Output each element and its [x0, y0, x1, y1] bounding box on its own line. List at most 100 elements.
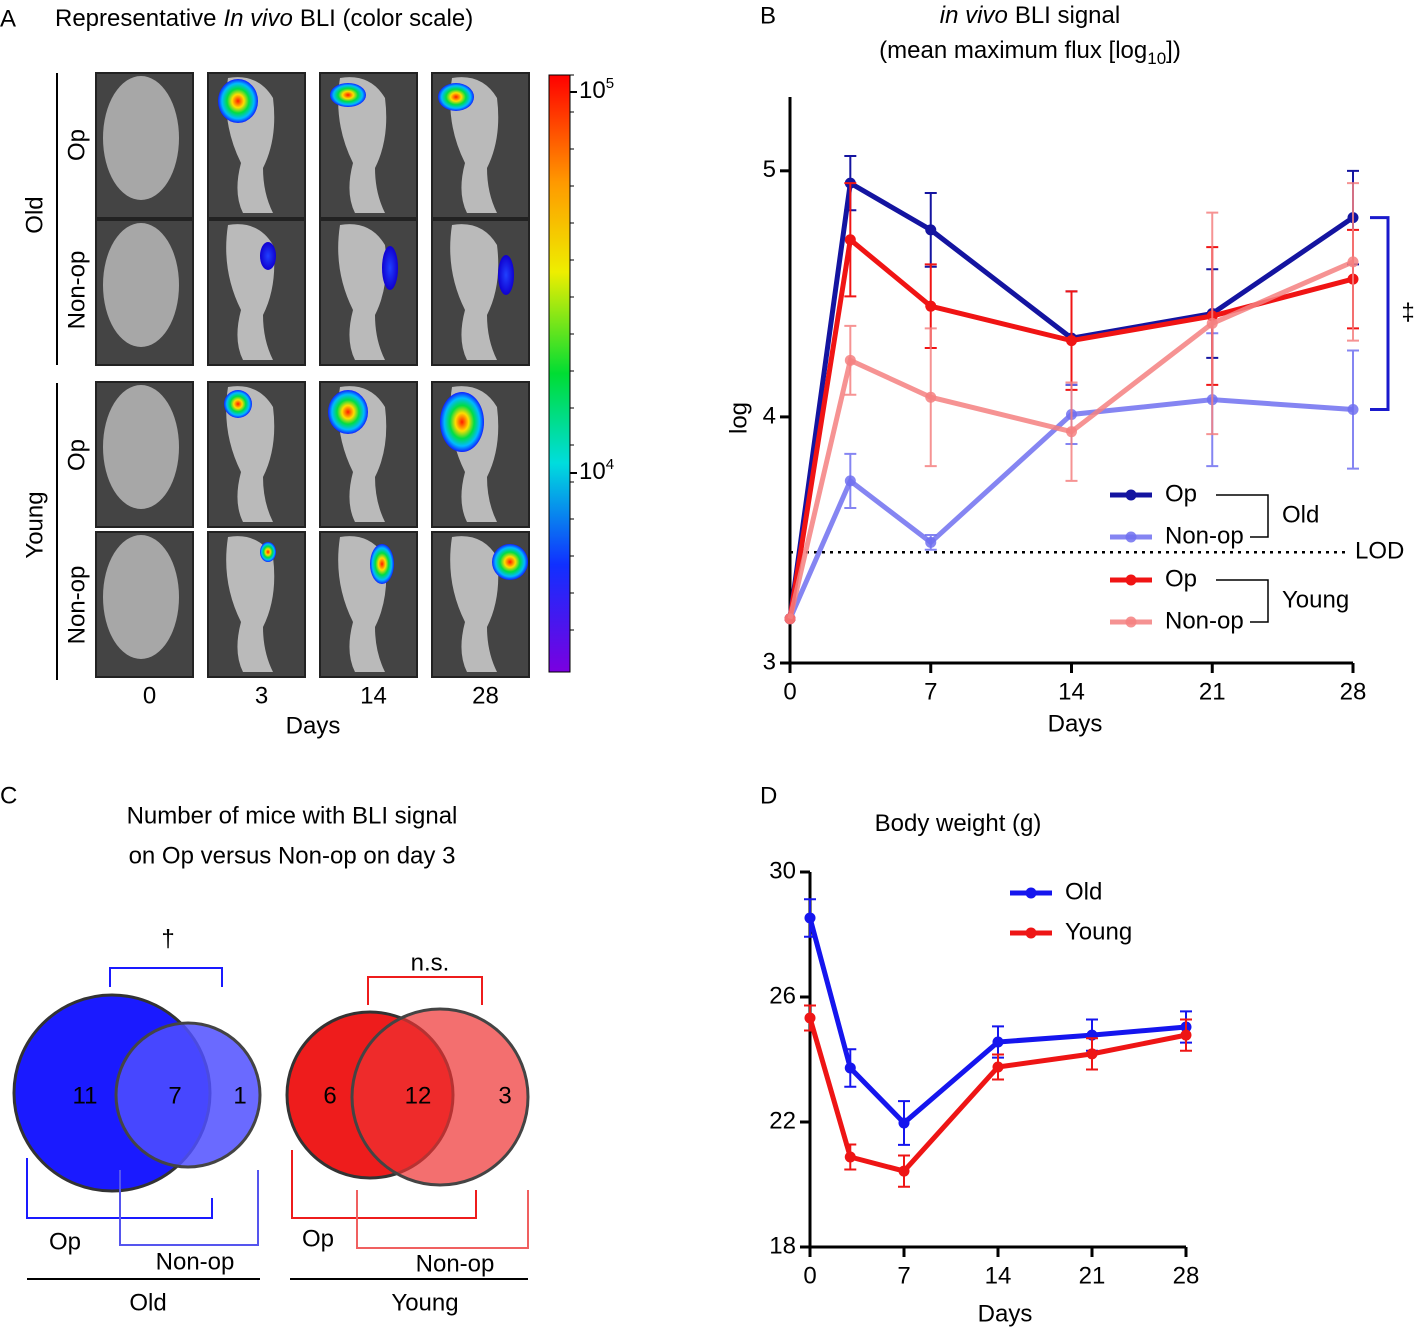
x-tick-label: 21 [1079, 1262, 1106, 1289]
title-part: BLI (color scale) [300, 5, 473, 32]
legend-bracket [1216, 579, 1269, 623]
non-op-label: Non-op [156, 1248, 235, 1275]
x-tick-label: 21 [1199, 678, 1226, 705]
x-tick-label: 7 [897, 1262, 910, 1289]
group-label: Young [391, 1289, 458, 1316]
panel-label: B [760, 2, 776, 29]
mouse [103, 76, 179, 200]
signal [328, 390, 368, 434]
mouse [450, 224, 499, 360]
data-point [784, 613, 796, 625]
y-axis-label: log [725, 402, 752, 434]
signal [260, 542, 276, 562]
column-label: 3 [255, 682, 268, 709]
row-label: Non-op [63, 251, 90, 330]
op-label: Op [49, 1228, 81, 1255]
tick-exponent: 4 [606, 456, 614, 473]
bracket [109, 967, 223, 987]
panel-title: on Op versus Non-op on day 3 [129, 842, 456, 869]
legend-marker [1125, 574, 1137, 586]
data-point [925, 300, 937, 312]
reference-label: LOD [1355, 538, 1404, 565]
series-line [807, 1017, 1187, 1174]
chart-title: Body weight (g) [875, 810, 1042, 837]
panel-label: D [760, 782, 777, 809]
signal [224, 390, 252, 418]
legend-group-label: Young [1282, 586, 1349, 613]
signal [260, 242, 276, 270]
series-line [807, 917, 1187, 1127]
signal [492, 544, 528, 580]
colorbar [548, 74, 571, 673]
data-point [1066, 335, 1077, 347]
data-point [1180, 1029, 1192, 1041]
mouse [226, 386, 275, 522]
signal [440, 392, 484, 452]
venn-count: 6 [323, 1082, 336, 1109]
group-label: Old [129, 1289, 166, 1316]
legend-label: Op [1165, 480, 1197, 507]
series-line [787, 179, 1355, 620]
x-tick-label: 0 [803, 1262, 816, 1289]
panel-title: Number of mice with BLI signal [127, 802, 458, 829]
x-tick-label: 0 [783, 678, 796, 705]
data-point [844, 475, 856, 487]
title-part: In vivo [223, 5, 292, 32]
x-tick-label: 28 [1173, 1262, 1200, 1289]
significance: n.s. [411, 949, 450, 976]
venn-count: 1 [233, 1082, 246, 1109]
mouse [338, 224, 387, 360]
data-point [925, 224, 937, 236]
data-point [992, 1061, 1004, 1073]
data-point [844, 1062, 856, 1074]
legend-label: Young [1065, 918, 1132, 945]
data-point [844, 354, 856, 366]
significance: ‡ [1401, 299, 1414, 326]
bracket [356, 1190, 529, 1249]
venn-non-op [114, 1021, 262, 1169]
x-axis-label: Days [286, 712, 341, 739]
signal [382, 246, 398, 290]
legend-marker [1025, 927, 1037, 939]
legend-group-label: Old [1282, 501, 1319, 528]
panel-title: Representative In vivo BLI (color scale) [55, 5, 473, 32]
column-label: 28 [472, 682, 499, 709]
data-point [1086, 1048, 1098, 1060]
y-tick-label: 18 [769, 1232, 796, 1259]
y-tick-label: 4 [763, 402, 776, 429]
x-tick-label: 14 [985, 1262, 1012, 1289]
subtitle-part: (mean maximum flux [log [879, 37, 1147, 64]
non-op-label: Non-op [416, 1250, 495, 1277]
series-line [787, 259, 1355, 620]
x-tick-label: 14 [1058, 678, 1085, 705]
row-label: Non-op [63, 566, 90, 645]
venn-non-op [350, 1007, 530, 1187]
tick-base: 10 [579, 77, 606, 104]
venn-count: 11 [73, 1082, 98, 1109]
legend-bracket [1216, 494, 1269, 538]
chart-title: in vivo BLI signal [940, 2, 1120, 29]
subtitle-part: 10 [1147, 49, 1166, 68]
data-point [804, 912, 816, 924]
data-point [1206, 317, 1218, 329]
colorbar-tick-label: 105 [579, 75, 614, 104]
y-tick-label: 26 [769, 982, 796, 1009]
column-label: 14 [360, 682, 387, 709]
row-label: Op [63, 439, 90, 471]
tick-base: 10 [579, 458, 606, 485]
group-label: Old [21, 196, 48, 233]
data-point [1347, 404, 1359, 416]
data-point [992, 1036, 1004, 1048]
chart-subtitle: (mean maximum flux [log10]) [879, 37, 1181, 68]
group-label: Young [21, 491, 48, 558]
data-point [925, 391, 937, 403]
signal [330, 83, 366, 107]
series-line [787, 235, 1354, 620]
venn-count: 7 [168, 1082, 181, 1109]
signal [370, 544, 394, 584]
column-label: 0 [143, 682, 156, 709]
legend-label: Old [1065, 878, 1102, 905]
legend-marker [1125, 616, 1137, 628]
data-point [844, 1151, 856, 1163]
